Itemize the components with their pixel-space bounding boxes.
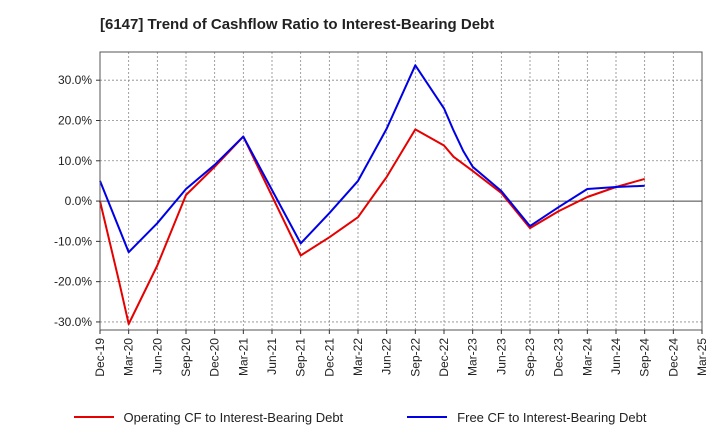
series-line-operating-cf — [99, 128, 645, 325]
legend: Operating CF to Interest-Bearing Debt Fr… — [0, 406, 720, 428]
legend-item-free-cf: Free CF to Interest-Bearing Debt — [407, 410, 646, 425]
legend-item-operating-cf: Operating CF to Interest-Bearing Debt — [73, 409, 344, 425]
x-tick-label: Jun-20 — [150, 338, 164, 375]
x-tick-label: Mar-21 — [236, 338, 250, 376]
grid-lines — [99, 52, 703, 330]
x-tick-label: Mar-24 — [580, 338, 594, 376]
y-tick-label: 0.0% — [65, 194, 93, 208]
legend-swatch-operating-cf — [73, 416, 114, 418]
plot-border — [99, 51, 703, 331]
x-tick-label: Sep-22 — [408, 338, 422, 377]
x-tick-label: Sep-21 — [294, 338, 308, 377]
x-tick-label: Sep-20 — [179, 338, 193, 377]
series-line-free-cf — [99, 64, 645, 254]
legend-label-operating-cf: Operating CF to Interest-Bearing Debt — [123, 409, 344, 425]
y-tick-label: 10.0% — [58, 154, 92, 168]
y-tick-label: 30.0% — [58, 73, 92, 87]
x-tick-labels: Dec-19 Mar-20 Jun-20 Sep-20 Dec-20 Mar-21 Jun-… — [93, 330, 709, 377]
y-tick-label: 20.0% — [58, 113, 92, 127]
x-tick-label: Jun-24 — [609, 338, 623, 375]
x-tick-label: Mar-20 — [122, 338, 136, 376]
x-tick-label: Sep-23 — [523, 338, 537, 377]
x-tick-label: Dec-22 — [437, 338, 451, 377]
y-tick-label: -20.0% — [54, 275, 92, 289]
legend-swatch-free-cf — [407, 416, 448, 418]
chart-title: [6147] Trend of Cashflow Ratio to Intere… — [100, 16, 495, 33]
x-tick-label: Dec-19 — [93, 338, 107, 377]
legend-label-free-cf: Free CF to Interest-Bearing Debt — [457, 409, 647, 425]
x-tick-label: Jun-21 — [265, 338, 279, 375]
x-tick-label: Dec-21 — [322, 338, 336, 377]
y-tick-labels: 30.0% 20.0% 10.0% 0.0% -10.0% -20.0% -30.0% — [54, 73, 100, 329]
x-tick-label: Mar-22 — [351, 338, 365, 376]
x-tick-label: Dec-20 — [208, 338, 222, 377]
series-lines — [99, 64, 645, 325]
x-tick-label: Sep-24 — [638, 338, 652, 377]
x-tick-label: Jun-22 — [380, 338, 394, 375]
y-tick-label: -10.0% — [54, 234, 92, 248]
x-tick-label: Jun-23 — [494, 338, 508, 375]
x-tick-label: Dec-24 — [666, 338, 680, 377]
plot-frame — [99, 51, 703, 331]
x-tick-label: Dec-23 — [552, 338, 566, 377]
x-tick-label: Mar-25 — [695, 338, 709, 376]
y-tick-label: -30.0% — [54, 315, 92, 329]
x-tick-label: Mar-23 — [466, 338, 480, 376]
